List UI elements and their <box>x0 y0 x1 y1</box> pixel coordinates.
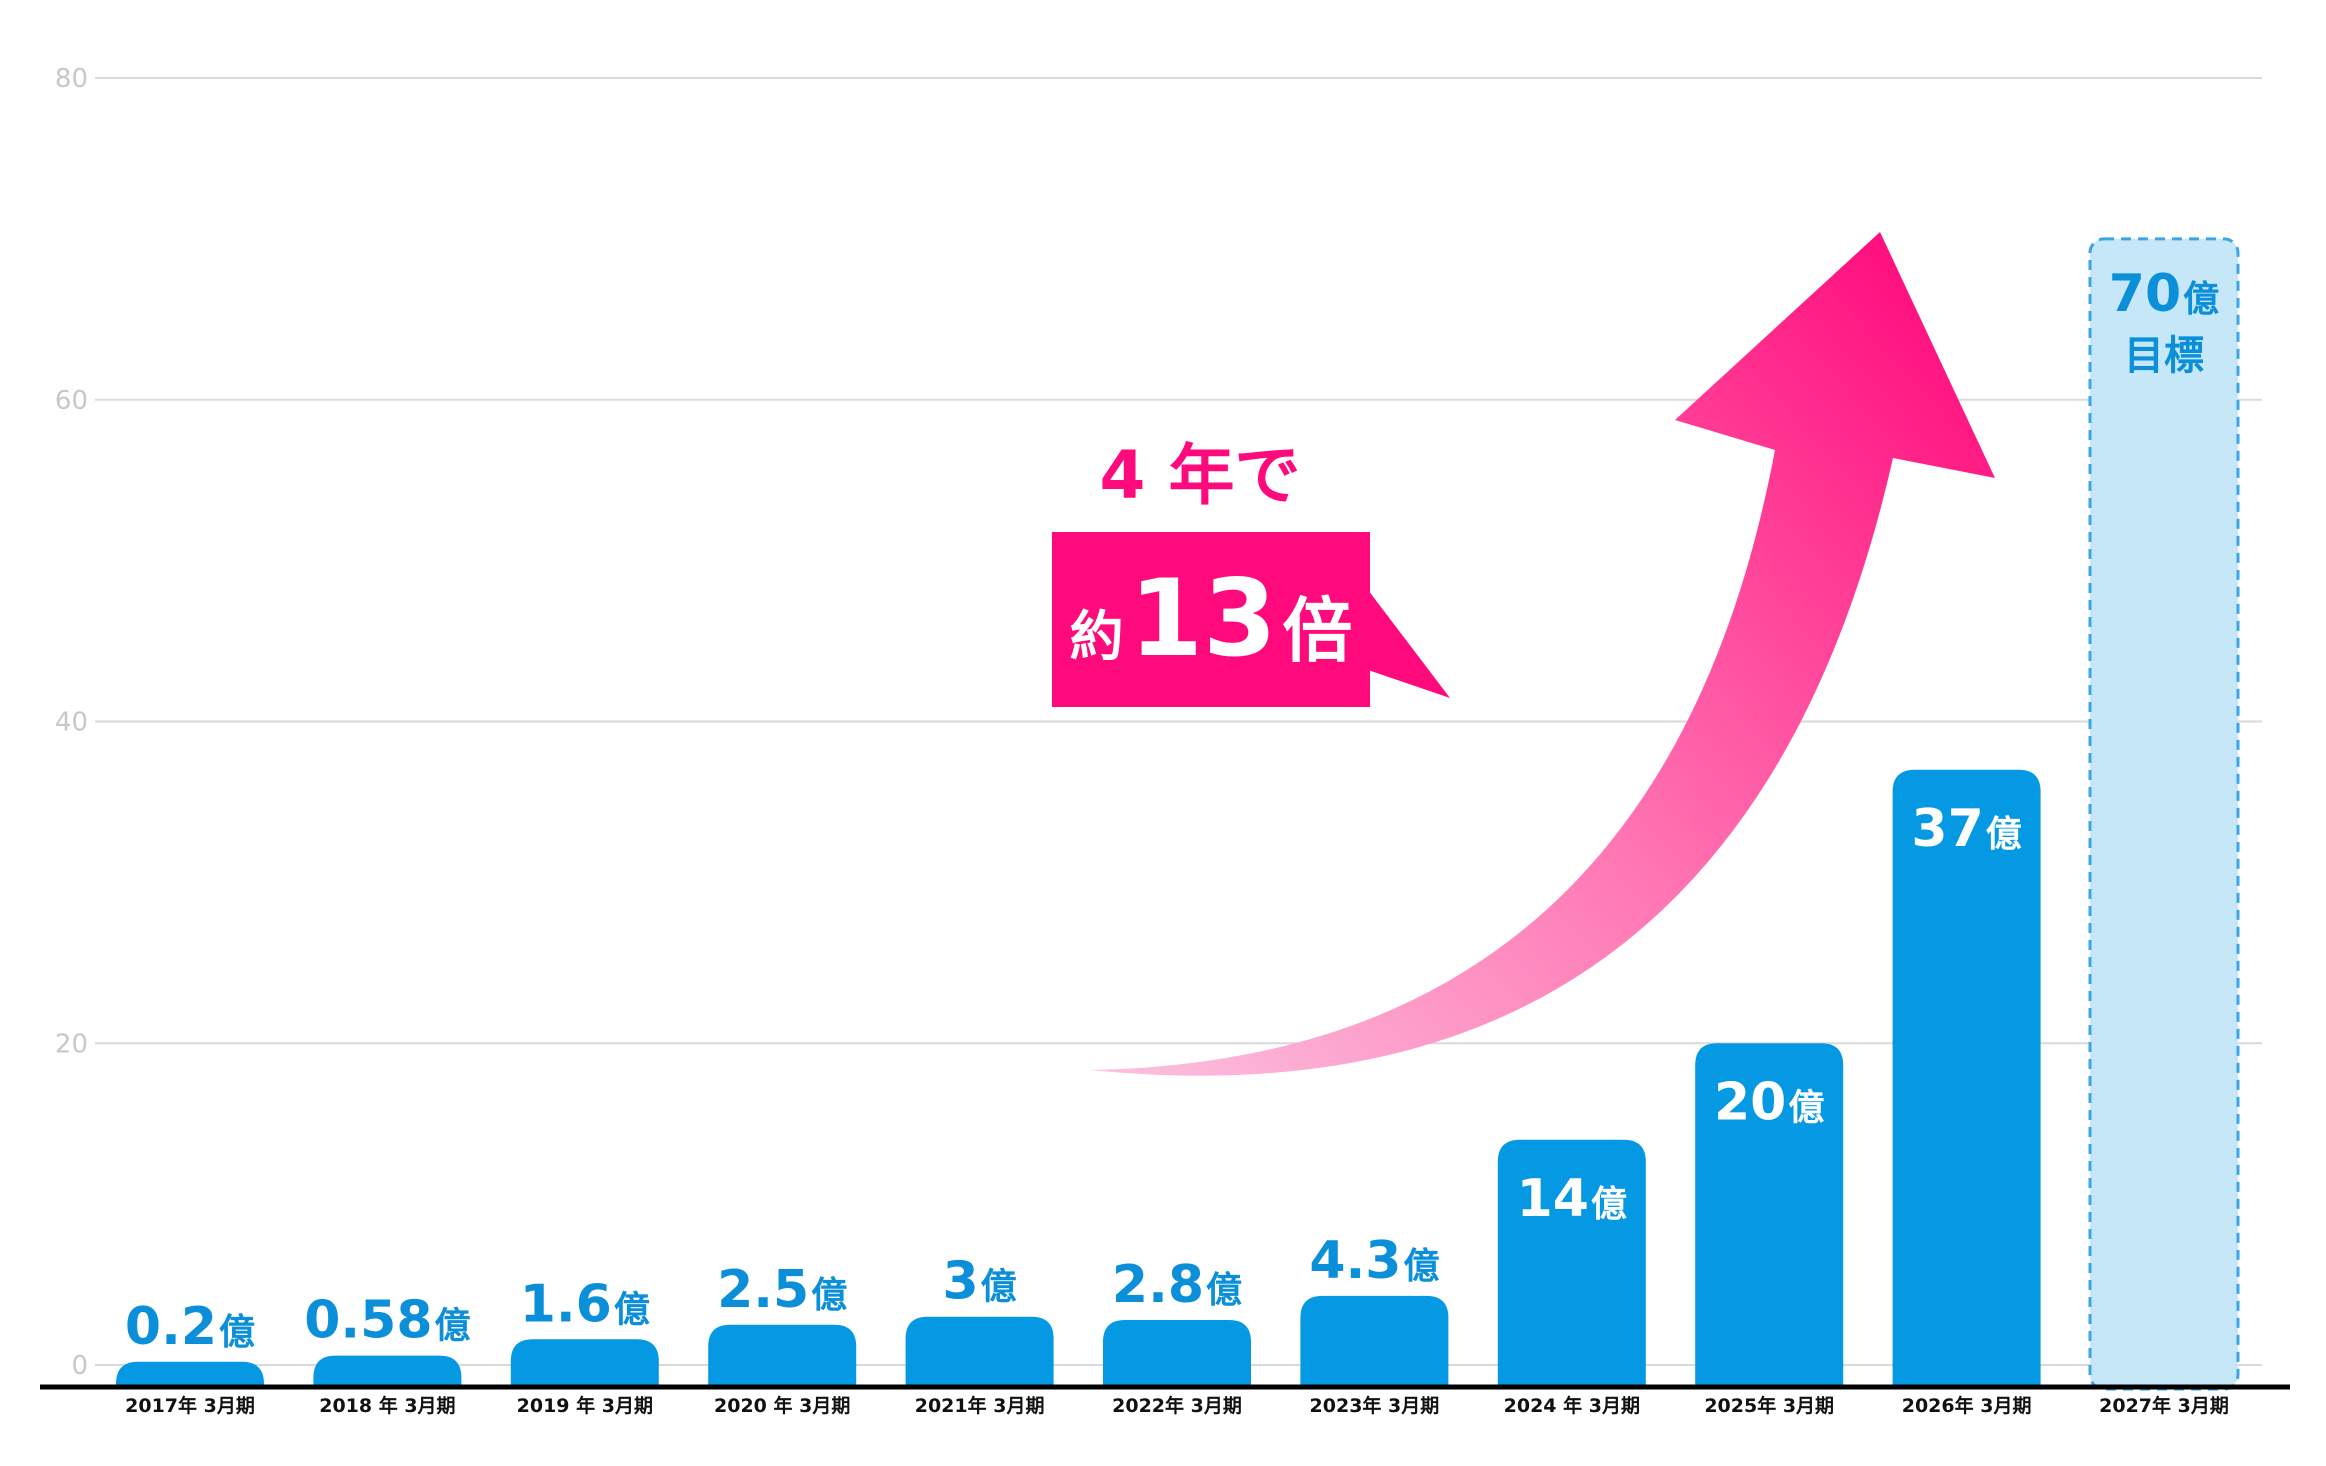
data-label: 14億 <box>1517 1169 1627 1229</box>
data-label-value: 20 <box>1714 1072 1786 1132</box>
data-label-unit: 億 <box>1403 1246 1439 1287</box>
callout-prefix: 約 <box>1070 605 1124 668</box>
y-tick-label: 0 <box>71 1351 88 1381</box>
bar <box>905 1316 1054 1385</box>
data-label: 4.3億 <box>1309 1231 1439 1291</box>
data-label-unit: 億 <box>1206 1270 1242 1311</box>
x-tick-label: 2018 年 3月期 <box>319 1394 455 1417</box>
bar <box>510 1339 659 1385</box>
target-bar <box>2088 237 2240 1391</box>
x-tick-label: 2027年 3月期 <box>2099 1394 2229 1417</box>
data-label-value: 2.5 <box>717 1260 809 1320</box>
data-label: 1.6億 <box>520 1274 650 1334</box>
callout-top-text: 4 年で <box>1100 437 1301 514</box>
callout-suffix: 倍 <box>1282 590 1352 672</box>
growth-arrow-icon <box>1090 232 1995 1076</box>
bars-layer <box>116 237 2240 1391</box>
x-tick-label: 2026年 3月期 <box>1902 1394 2032 1417</box>
growth-arrow-layer <box>1090 232 1995 1076</box>
x-tick-label: 2022年 3月期 <box>1112 1394 1242 1417</box>
bar <box>116 1361 264 1385</box>
data-label: 3億 <box>942 1252 1016 1312</box>
bar <box>1497 1139 1646 1385</box>
data-label-unit: 億 <box>2183 279 2219 320</box>
data-label-value: 4.3 <box>1309 1231 1401 1291</box>
bar <box>313 1355 462 1385</box>
data-label-unit: 億 <box>811 1275 847 1316</box>
bar <box>1892 769 2041 1385</box>
data-label-value: 1.6 <box>520 1274 612 1334</box>
data-label: 70億 <box>2109 264 2219 324</box>
callout: 4 年で 約 13 倍 <box>1052 437 1450 707</box>
x-tick-label: 2024 年 3月期 <box>1504 1394 1640 1417</box>
data-label-note: 目標 <box>2124 333 2204 379</box>
data-label: 37億 <box>1911 799 2021 859</box>
data-label: 2.5億 <box>717 1260 847 1320</box>
data-label: 0.58億 <box>304 1291 470 1351</box>
y-tick-label: 80 <box>55 64 88 94</box>
x-tick-label: 2017年 3月期 <box>125 1394 255 1417</box>
data-label-unit: 億 <box>1986 814 2022 855</box>
data-label-value: 3 <box>942 1252 978 1312</box>
y-tick-label: 40 <box>55 708 88 738</box>
data-label-unit: 億 <box>219 1312 255 1353</box>
bar <box>708 1324 857 1385</box>
x-tick-label: 2023年 3月期 <box>1310 1394 1440 1417</box>
data-label-value: 0.2 <box>125 1297 217 1357</box>
callout-pointer-icon <box>1368 590 1450 698</box>
data-label: 2.8億 <box>1112 1255 1242 1315</box>
data-label: 20億 <box>1714 1072 1824 1132</box>
y-tick-label: 20 <box>55 1029 88 1059</box>
data-label-unit: 億 <box>1591 1184 1627 1225</box>
x-tick-label: 2019 年 3月期 <box>517 1394 653 1417</box>
data-label-value: 2.8 <box>1112 1255 1204 1315</box>
y-tick-label: 60 <box>55 386 88 416</box>
callout-box <box>1052 532 1370 707</box>
x-tick-label: 2025年 3月期 <box>1704 1394 1834 1417</box>
data-label-value: 14 <box>1517 1169 1589 1229</box>
data-label-unit: 億 <box>981 1267 1017 1308</box>
data-label-value: 0.58 <box>304 1291 432 1351</box>
bar <box>1103 1319 1251 1385</box>
data-label-unit: 億 <box>1788 1087 1824 1128</box>
data-label-value: 37 <box>1911 799 1983 859</box>
bar <box>1695 1043 1844 1385</box>
data-label-unit: 億 <box>614 1289 650 1330</box>
data-label-unit: 億 <box>435 1306 471 1347</box>
callout-main-text: 約 13 倍 <box>1070 557 1353 680</box>
callout-number: 13 <box>1129 557 1277 680</box>
data-label: 0.2億 <box>125 1297 255 1357</box>
bar <box>1300 1295 1449 1385</box>
x-tick-label: 2021年 3月期 <box>915 1394 1045 1417</box>
data-label-value: 70 <box>2109 264 2181 324</box>
x-tick-label: 2020 年 3月期 <box>714 1394 850 1417</box>
